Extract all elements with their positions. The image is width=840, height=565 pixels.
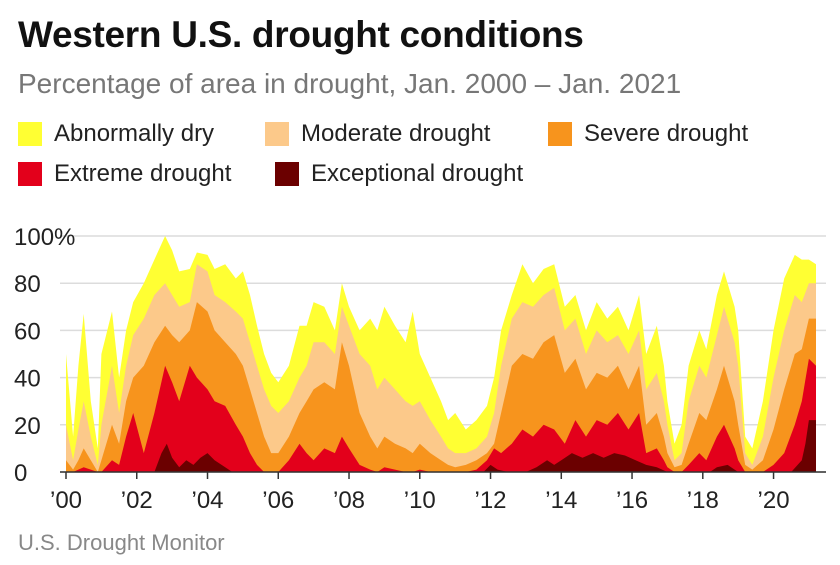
legend-label: Moderate drought	[301, 120, 491, 147]
chart-subtitle: Percentage of area in drought, Jan. 2000…	[18, 68, 682, 99]
axes: 0 20 40 60 80 100% ’00 ’02 ’04 ’06 ’08 ’10 ’12 ’14 ’16…	[14, 224, 826, 514]
x-tick-label: ’04	[191, 487, 223, 514]
legend-item-exceptional-drought: Exceptional drought	[275, 160, 523, 188]
x-tick-label: ’02	[121, 487, 153, 514]
x-tick-label: ’14	[545, 487, 577, 514]
legend-item-severe-drought: Severe drought	[548, 120, 748, 148]
area-series	[66, 236, 816, 472]
x-tick-label: ’10	[404, 487, 436, 514]
area-extreme-drought	[66, 358, 816, 472]
legend-item-abnormally-dry: Abnormally dry	[18, 120, 214, 148]
y-tick-label: 60	[14, 318, 41, 345]
source-credit: U.S. Drought Monitor	[18, 530, 225, 555]
y-tick-label: 20	[14, 413, 41, 440]
x-tick-label: ’00	[50, 487, 82, 514]
legend-label: Exceptional drought	[311, 160, 524, 187]
y-tick-label: 40	[14, 366, 41, 393]
legend-label: Extreme drought	[54, 160, 232, 187]
y-tick-label: 100%	[14, 224, 75, 251]
y-tick-label: 0	[14, 460, 27, 487]
legend-item-extreme-drought: Extreme drought	[18, 160, 231, 188]
x-tick-label: ’06	[262, 487, 294, 514]
x-tick-label: ’16	[616, 487, 648, 514]
area-exceptional-drought	[66, 420, 816, 472]
legend-label: Abnormally dry	[54, 120, 215, 147]
y-tick-label: 80	[14, 271, 41, 298]
drought-area-chart: 0 20 40 60 80 100% ’00 ’02 ’04 ’06 ’08 ’10 ’12 ’14 ’16…	[14, 224, 826, 514]
x-tick-label: ’08	[333, 487, 365, 514]
legend-swatch	[548, 122, 572, 146]
legend-swatch	[18, 162, 42, 186]
chart-legend: Abnormally dry Moderate drought Severe d…	[18, 120, 838, 200]
legend-swatch	[275, 162, 299, 186]
legend-item-moderate-drought: Moderate drought	[265, 120, 490, 148]
chart-title: Western U.S. drought conditions	[18, 14, 584, 55]
x-tick-label: ’12	[475, 487, 507, 514]
legend-label: Severe drought	[584, 120, 749, 147]
x-tick-label: ’18	[687, 487, 719, 514]
x-tick-label: ’20	[758, 487, 790, 514]
legend-swatch	[265, 122, 289, 146]
legend-swatch	[18, 122, 42, 146]
